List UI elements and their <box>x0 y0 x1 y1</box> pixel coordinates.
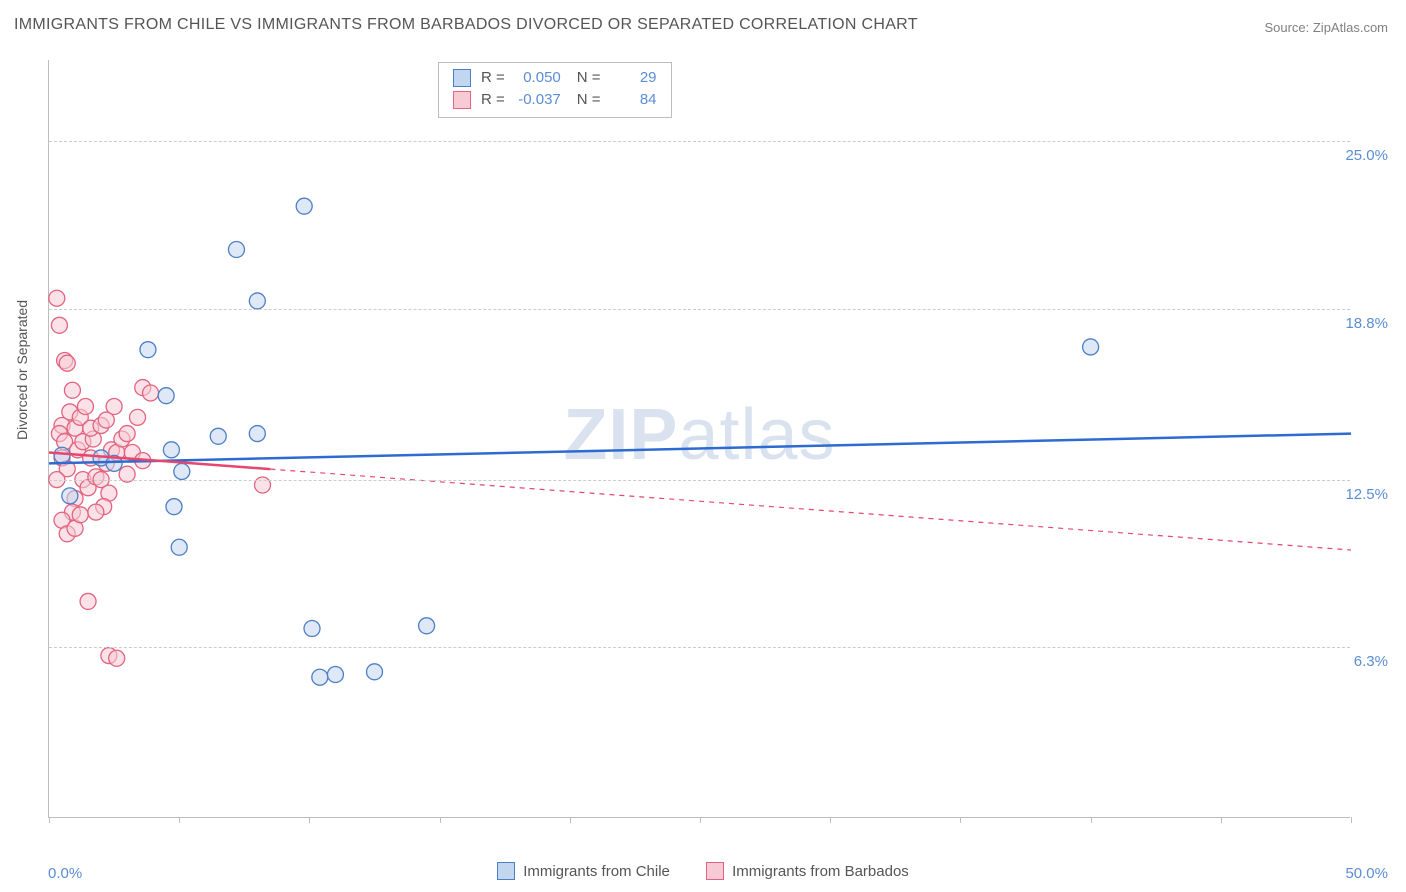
legend-stats: R =0.050 N =29 R =-0.037 N =84 <box>438 62 672 118</box>
swatch-chile <box>453 69 471 87</box>
legend-row-chile: R =0.050 N =29 <box>453 67 657 89</box>
swatch-barbados <box>453 91 471 109</box>
swatch-barbados-icon <box>706 862 724 880</box>
chart-title: IMMIGRANTS FROM CHILE VS IMMIGRANTS FROM… <box>14 16 918 34</box>
legend-item-barbados: Immigrants from Barbados <box>706 862 909 880</box>
y-axis-label: Divorced or Separated <box>14 300 30 440</box>
source-label: Source: ZipAtlas.com <box>1264 20 1388 35</box>
plot-area: ZIPatlas <box>48 60 1350 818</box>
y-tick-label: 12.5% <box>1345 486 1388 503</box>
legend-series: Immigrants from Chile Immigrants from Ba… <box>0 862 1406 884</box>
y-tick-label: 18.8% <box>1345 315 1388 332</box>
x-tick-min: 0.0% <box>48 865 82 882</box>
legend-label-chile: Immigrants from Chile <box>523 863 670 880</box>
legend-item-chile: Immigrants from Chile <box>497 862 670 880</box>
legend-row-barbados: R =-0.037 N =84 <box>453 89 657 111</box>
y-tick-label: 6.3% <box>1354 653 1388 670</box>
chart-svg <box>49 60 1350 817</box>
y-tick-label: 25.0% <box>1345 147 1388 164</box>
x-tick-max: 50.0% <box>1345 865 1388 882</box>
swatch-chile-icon <box>497 862 515 880</box>
legend-label-barbados: Immigrants from Barbados <box>732 863 909 880</box>
